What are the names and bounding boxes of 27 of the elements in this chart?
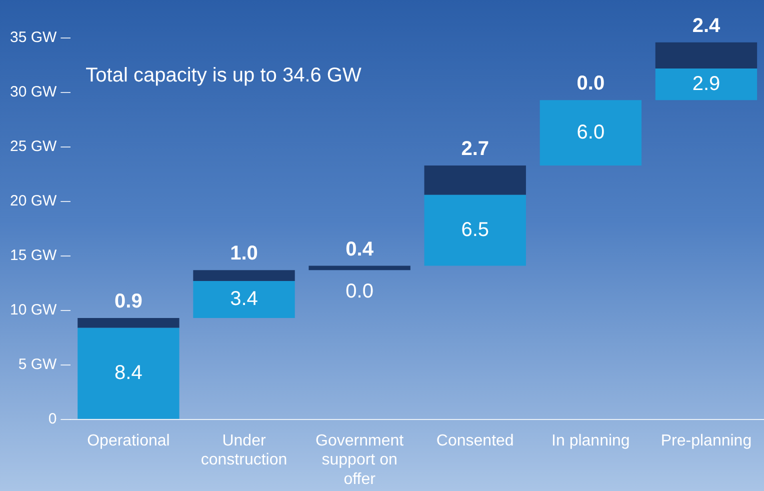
y-tick-label: 15 GW: [10, 247, 58, 264]
y-tick-label: 0: [48, 410, 57, 428]
y-tick-label: 10 GW: [10, 302, 58, 319]
data-label: 2.7: [461, 138, 490, 160]
x-tick-label: Pre-planning: [660, 432, 752, 450]
y-tick-label: 20 GW: [10, 192, 58, 210]
data-label: 6.0: [576, 121, 605, 144]
x-tick-label: In planning: [552, 432, 630, 450]
x-tick-label: Government support on offer: [316, 432, 404, 488]
data-label: 2.4: [692, 14, 721, 37]
data-label: 2.9: [692, 72, 720, 95]
data-label: 3.4: [230, 288, 258, 310]
x-tick-label: Operational: [87, 432, 170, 450]
y-tick-label: 25 GW: [10, 138, 58, 156]
x-tick-label: Under construction: [200, 432, 288, 469]
y-tick-label: 35 GW: [10, 29, 58, 46]
data-label: 6.5: [461, 218, 490, 241]
y-tick-label: 30 GW: [10, 84, 58, 101]
x-tick-label: Consented: [436, 432, 514, 450]
y-tick-label: 5 GW: [18, 356, 58, 374]
data-label: 1.0: [230, 242, 258, 265]
annotation: 0.0: [576, 72, 605, 95]
data-label: 0.9: [114, 290, 142, 313]
data-label: 0.4: [346, 238, 374, 260]
data-label: 8.4: [114, 362, 142, 384]
annotation: Total capacity is up to 34.6 GW: [86, 64, 362, 87]
annotation: 0.0: [346, 280, 374, 303]
